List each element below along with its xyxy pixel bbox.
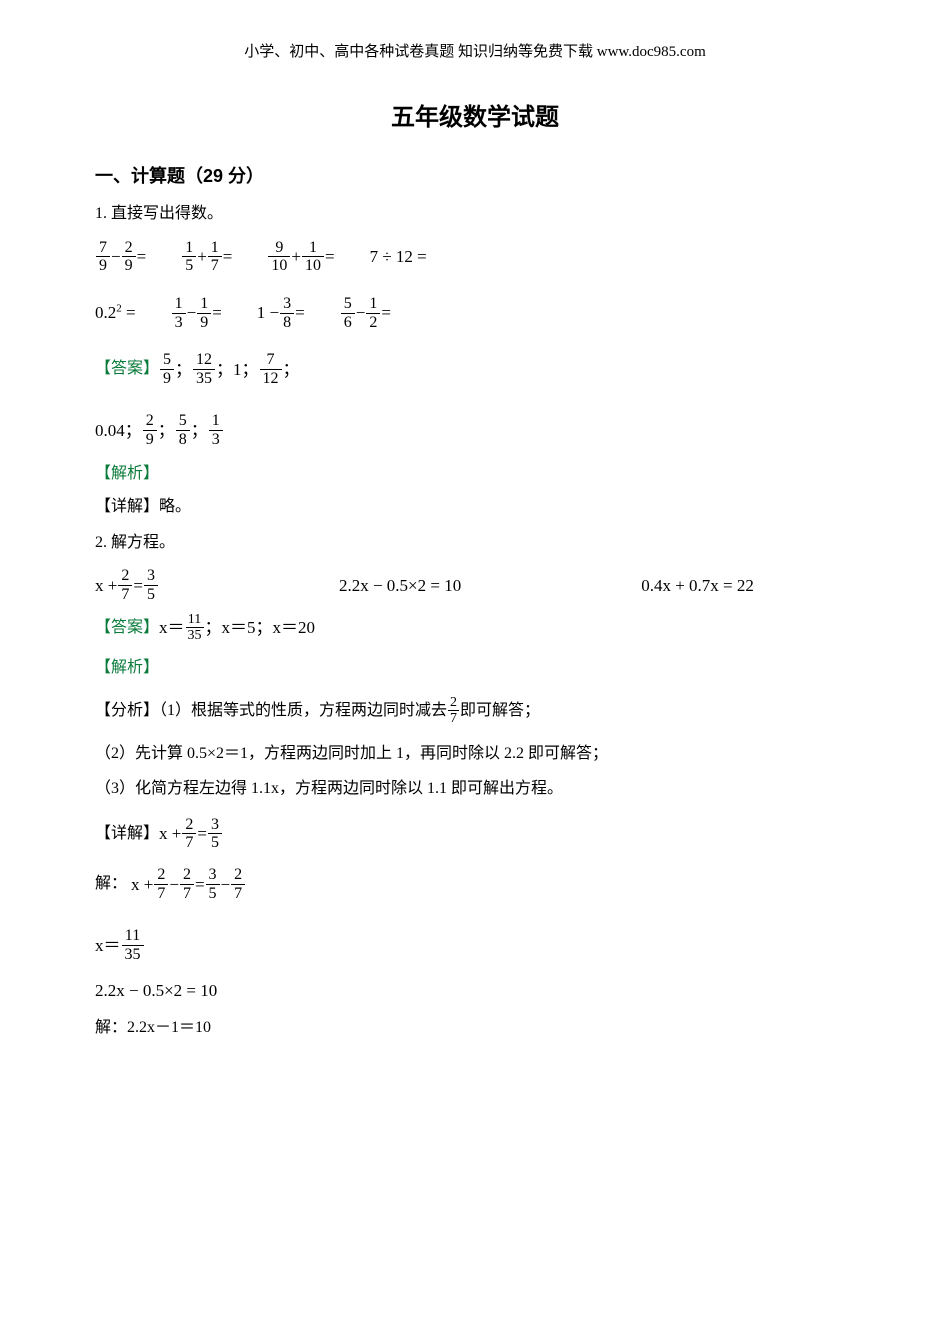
q1-row1: 79 − 29 = 15 + 17 = 910 + 110 = 7 ÷ 12 = <box>95 239 855 275</box>
q1-row2: 0.22 = 13 − 19 = 1 − 38 = 56 − 12 = <box>95 295 855 331</box>
q1-r1-e1: 79 − 29 = <box>95 239 146 275</box>
q1-r1-e3: 910 + 110 = <box>267 239 334 275</box>
q2-detail: 【详解】 x + 27 = 35 <box>95 816 855 852</box>
q1-r2-e2: 13 − 19 = <box>171 295 222 331</box>
q2-step4: 解：2.2x－1＝10 <box>95 1015 855 1041</box>
q1-r1-e2: 15 + 17 = <box>181 239 232 275</box>
q2-eq1: x + 27 = 35 <box>95 567 159 603</box>
page-header: 小学、初中、高中各种试卷真题 知识归纳等免费下载 www.doc985.com <box>95 40 855 64</box>
q2-step3: 2.2x − 0.5×2 = 10 <box>95 977 855 1004</box>
q2-analysis-1: 【分析】（1）根据等式的性质，方程两边同时减去 27 即可解答； <box>95 695 855 727</box>
q2-eq2: 2.2x − 0.5×2 = 10 <box>339 572 461 599</box>
q1-answer: 【答案】 59； 1235； 1； 712； <box>95 351 855 387</box>
q2-analysis-2: （2）先计算 0.5×2＝1，方程两边同时加上 1，再同时除以 2.2 即可解答… <box>95 741 855 767</box>
q1-r2-e1: 0.22 = <box>95 299 136 326</box>
q1-r2-e3: 1 − 38 = <box>257 295 305 331</box>
document-title: 五年级数学试题 <box>95 99 855 137</box>
section-heading: 一、计算题（29 分） <box>95 162 855 191</box>
q2-step2: x＝ 1135 <box>95 927 855 963</box>
q2-answer: 【答案】 x＝ 1135 ；x＝5；x＝20 <box>95 612 855 644</box>
q2-analysis-label: 【解析】 <box>95 655 855 681</box>
q1-answer-row2: 0.04； 29； 58； 13 <box>95 412 855 448</box>
q2-stem: 2. 解方程。 <box>95 530 855 556</box>
q2-equations: x + 27 = 35 2.2x − 0.5×2 = 10 0.4x + 0.7… <box>95 567 855 603</box>
q2-eq3: 0.4x + 0.7x = 22 <box>641 572 754 599</box>
q1-stem: 1. 直接写出得数。 <box>95 201 855 227</box>
q2-step1: 解： x + 27 − 27 = 35 − 27 <box>95 866 855 902</box>
q2-analysis-3: （3）化简方程左边得 1.1x，方程两边同时除以 1.1 即可解出方程。 <box>95 776 855 802</box>
q1-r2-e4: 56 − 12 = <box>340 295 391 331</box>
q1-r1-e4: 7 ÷ 12 = <box>370 243 427 270</box>
q1-analysis-label: 【解析】 <box>95 461 855 487</box>
q1-detail: 【详解】略。 <box>95 494 855 520</box>
